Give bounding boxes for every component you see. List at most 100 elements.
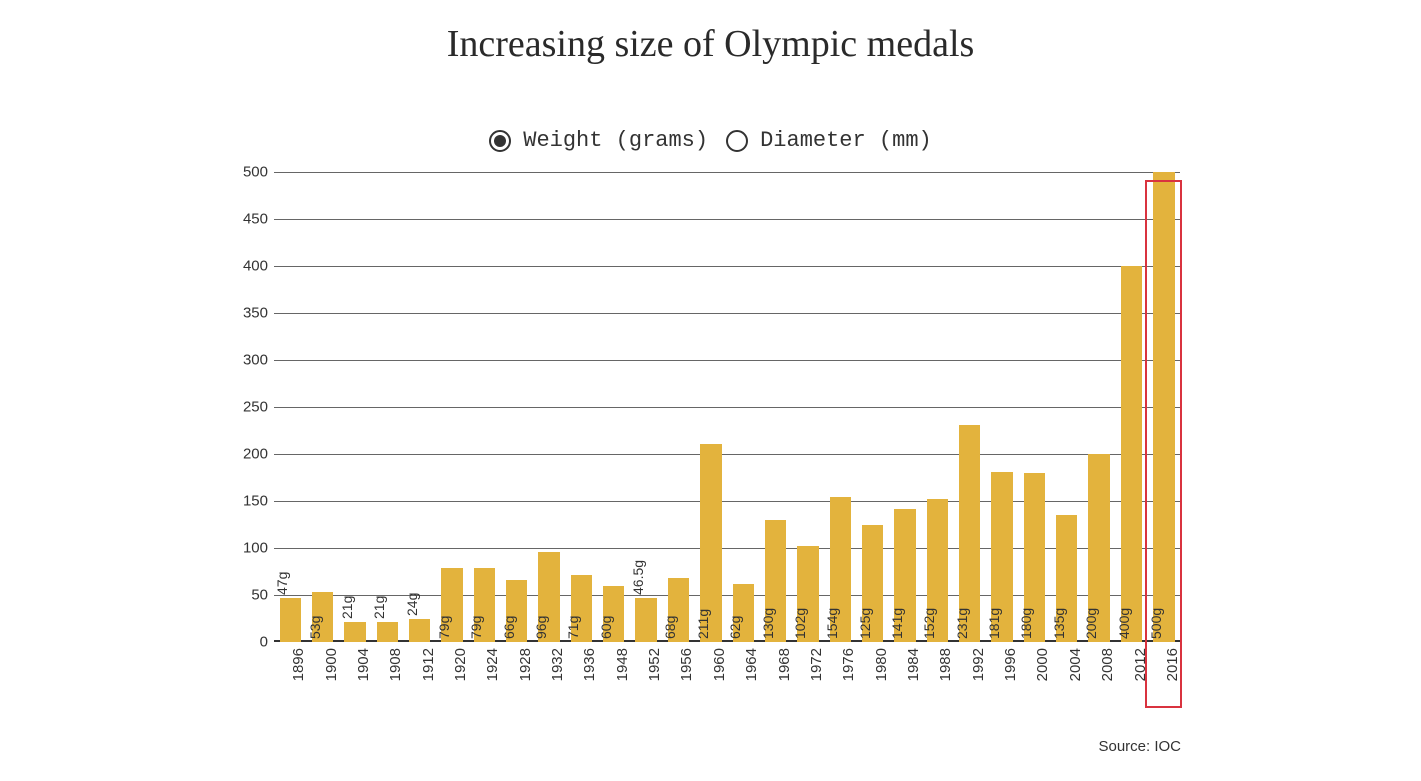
y-tick-label: 350 <box>218 305 268 322</box>
x-tick-label: 1928 <box>501 648 533 698</box>
radio-icon <box>726 130 748 152</box>
bar-slot: 60g <box>598 172 630 642</box>
bar: 66g <box>506 580 527 642</box>
bar-slot: 231g <box>954 172 986 642</box>
bar-value-label: 66g <box>501 616 517 639</box>
bar: 200g <box>1088 454 1109 642</box>
y-tick-label: 500 <box>218 164 268 181</box>
x-axis-labels: 1896190019041908191219201924192819321936… <box>274 648 1180 698</box>
bar: 154g <box>830 497 851 642</box>
y-tick-label: 250 <box>218 399 268 416</box>
source-attribution: Source: IOC <box>1098 738 1181 755</box>
x-tick-label: 2016 <box>1148 648 1180 698</box>
bar-value-label: 102g <box>792 608 808 639</box>
x-tick-label: 1964 <box>727 648 759 698</box>
bar-value-label: 60g <box>598 616 614 639</box>
x-tick-label: 2012 <box>1115 648 1147 698</box>
x-tick-label: 1948 <box>598 648 630 698</box>
bar-slot: 53g <box>306 172 338 642</box>
bar-value-label: 21g <box>339 596 355 619</box>
bar-slot: 47g <box>274 172 306 642</box>
x-tick-label: 1984 <box>889 648 921 698</box>
bar-value-label: 79g <box>436 616 452 639</box>
bar-value-label: 130g <box>760 608 776 639</box>
bar-value-label: 53g <box>307 616 323 639</box>
bar: 141g <box>894 509 915 642</box>
bar-slot: 135g <box>1051 172 1083 642</box>
bar: 400g <box>1121 266 1142 642</box>
y-tick-label: 200 <box>218 446 268 463</box>
legend-item-1[interactable]: Diameter (mm) <box>726 128 932 153</box>
bar-slot: 180g <box>1018 172 1050 642</box>
x-tick-label: 2000 <box>1018 648 1050 698</box>
bar-value-label: 21g <box>371 596 387 619</box>
bar-slot: 21g <box>339 172 371 642</box>
x-tick-label: 1980 <box>856 648 888 698</box>
x-tick-label: 1952 <box>630 648 662 698</box>
legend-label: Diameter (mm) <box>760 128 932 153</box>
bar-value-label: 211g <box>695 609 711 639</box>
legend-item-0[interactable]: Weight (grams) <box>489 128 708 153</box>
y-tick-label: 400 <box>218 258 268 275</box>
y-tick-label: 50 <box>218 587 268 604</box>
legend: Weight (grams) Diameter (mm) <box>0 128 1421 153</box>
x-tick-label: 1932 <box>533 648 565 698</box>
x-tick-label: 1972 <box>792 648 824 698</box>
bar-value-label: 180g <box>1018 608 1034 639</box>
x-tick-label: 1900 <box>306 648 338 698</box>
bar-value-label: 152g <box>921 608 937 639</box>
x-tick-label: 1912 <box>403 648 435 698</box>
bar: 21g <box>344 622 365 642</box>
bar: 500g <box>1153 172 1174 642</box>
bar: 79g <box>441 568 462 642</box>
bar-slot: 154g <box>824 172 856 642</box>
bar-slot: 46.5g <box>630 172 662 642</box>
bar-slot: 24g <box>403 172 435 642</box>
bars-container: 47g53g21g21g24g79g79g66g96g71g60g46.5g68… <box>274 172 1180 642</box>
bar: 180g <box>1024 473 1045 642</box>
bar: 47g <box>280 598 301 642</box>
bar-slot: 141g <box>889 172 921 642</box>
bar-slot: 500g <box>1148 172 1180 642</box>
x-tick-label: 1936 <box>565 648 597 698</box>
x-tick-label: 1908 <box>371 648 403 698</box>
bar-slot: 211g <box>695 172 727 642</box>
bar: 24g <box>409 619 430 642</box>
bar-value-label: 46.5g <box>630 560 646 595</box>
bar-slot: 71g <box>565 172 597 642</box>
x-tick-label: 1956 <box>662 648 694 698</box>
x-tick-label: 2004 <box>1051 648 1083 698</box>
x-tick-label: 1992 <box>954 648 986 698</box>
bar-slot: 102g <box>792 172 824 642</box>
y-tick-label: 450 <box>218 211 268 228</box>
legend-label: Weight (grams) <box>523 128 708 153</box>
bar-slot: 152g <box>921 172 953 642</box>
chart-area: 47g53g21g21g24g79g79g66g96g71g60g46.5g68… <box>232 172 1180 642</box>
bar-value-label: 400g <box>1116 608 1132 639</box>
radio-icon <box>489 130 511 152</box>
bar: 181g <box>991 472 1012 642</box>
bar-slot: 21g <box>371 172 403 642</box>
bar: 60g <box>603 586 624 642</box>
x-tick-label: 1924 <box>468 648 500 698</box>
x-tick-label: 2008 <box>1083 648 1115 698</box>
bar: 46.5g <box>635 598 656 642</box>
bar: 125g <box>862 525 883 643</box>
x-tick-label: 1904 <box>339 648 371 698</box>
x-tick-label: 1896 <box>274 648 306 698</box>
chart-title: Increasing size of Olympic medals <box>0 0 1421 66</box>
bar-value-label: 79g <box>468 616 484 639</box>
bar-value-label: 68g <box>662 616 678 639</box>
bar-value-label: 62g <box>727 616 743 639</box>
bar-slot: 68g <box>662 172 694 642</box>
y-tick-label: 100 <box>218 540 268 557</box>
bar: 21g <box>377 622 398 642</box>
bar: 62g <box>733 584 754 642</box>
bar: 68g <box>668 578 689 642</box>
x-tick-label: 1968 <box>759 648 791 698</box>
bar-slot: 62g <box>727 172 759 642</box>
bar: 135g <box>1056 515 1077 642</box>
bar-value-label: 231g <box>954 608 970 639</box>
bar: 130g <box>765 520 786 642</box>
bar-slot: 400g <box>1115 172 1147 642</box>
